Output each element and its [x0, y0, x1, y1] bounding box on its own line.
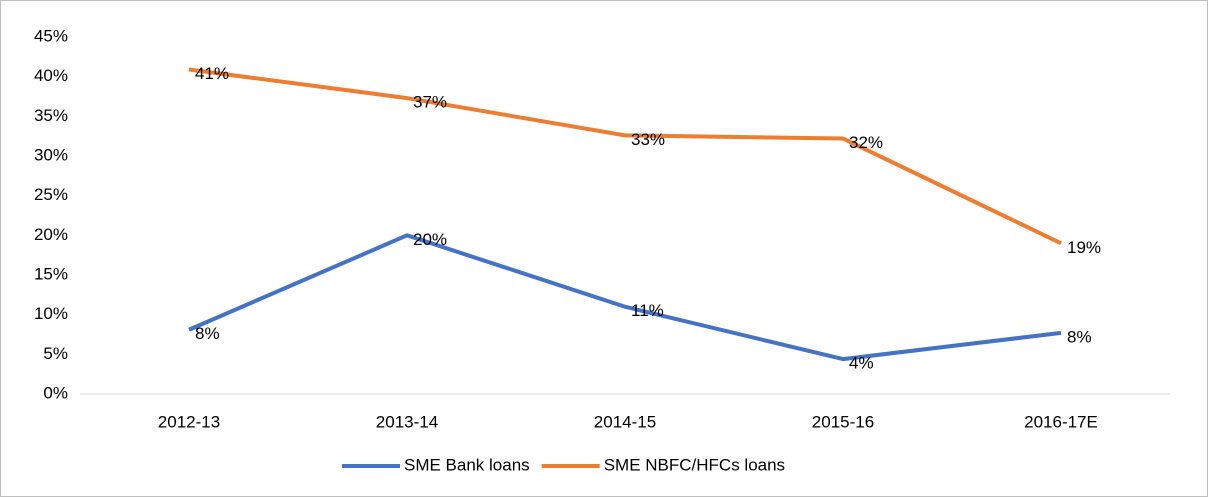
line — [188, 67, 1062, 246]
data-label: 37% — [413, 93, 447, 112]
y-tick-label: 45% — [34, 26, 68, 45]
data-label: 8% — [195, 324, 220, 343]
data-label: 33% — [631, 130, 665, 149]
y-tick-label: 25% — [34, 185, 68, 204]
data-label: 20% — [413, 230, 447, 249]
data-label: 11% — [631, 301, 664, 320]
y-tick-label: 0% — [43, 383, 68, 402]
x-tick-label: 2014-15 — [594, 412, 656, 431]
y-tick-label: 35% — [34, 106, 68, 125]
y-tick-label: 40% — [34, 66, 68, 85]
y-tick-label: 5% — [43, 344, 68, 363]
y-tick-label: 10% — [34, 304, 68, 323]
y-tick-label: 30% — [34, 145, 68, 164]
data-label: 4% — [849, 354, 874, 373]
y-tick-label: 20% — [34, 225, 68, 244]
x-tick-label: 2016-17E — [1024, 412, 1098, 431]
x-tick-label: 2012-13 — [158, 412, 220, 431]
data-label: 19% — [1067, 238, 1101, 257]
data-label: 8% — [1067, 327, 1092, 346]
line — [188, 233, 1062, 362]
data-label: 32% — [849, 133, 883, 152]
x-tick-label: 2015-16 — [812, 412, 874, 431]
y-tick-label: 15% — [34, 264, 68, 283]
x-tick-label: 2013-14 — [376, 412, 438, 431]
legend-label: SME NBFC/HFCs loans — [604, 455, 785, 474]
legend-label: SME Bank loans — [404, 455, 530, 474]
data-label: 41% — [195, 64, 229, 83]
